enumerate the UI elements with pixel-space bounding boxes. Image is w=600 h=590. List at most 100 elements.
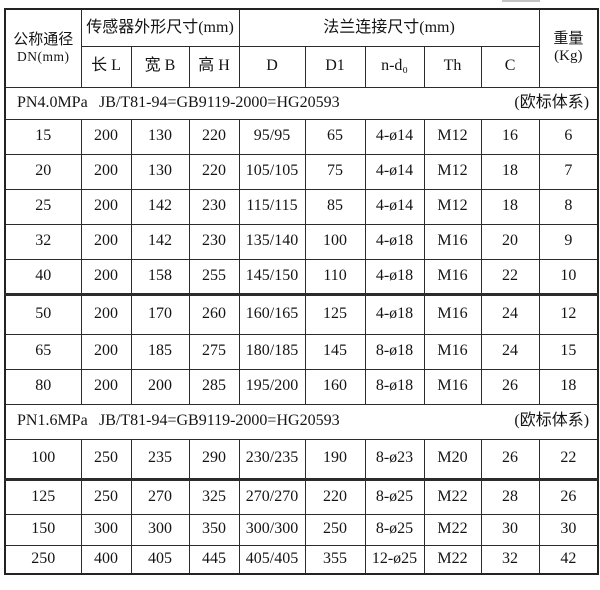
cell-dn: 100	[4, 438, 82, 481]
cell-nd0: 4-ø14	[364, 118, 425, 155]
cell-width: 130	[130, 118, 190, 155]
cell-dn: 65	[4, 333, 82, 370]
cell-width: 405	[130, 544, 190, 575]
cell-weight: 8	[538, 188, 599, 225]
header-nd0: n-d₀	[364, 45, 425, 88]
cell-c: 20	[480, 223, 540, 260]
header-row-groups: 公称通径 DN(mm) 传感器外形尺寸(mm) 法兰连接尺寸(mm) 重量 (K…	[4, 8, 599, 88]
header-flange-dimensions-group: 法兰连接尺寸(mm)	[238, 8, 540, 47]
cell-d: 270/270	[238, 478, 306, 515]
section-note: (欧标体系)	[514, 93, 590, 111]
cell-th: M12	[423, 153, 482, 190]
cell-nd0: 8-ø25	[364, 478, 425, 515]
cell-c: 22	[480, 258, 540, 296]
section-pressure-label: PN4.0MPa	[17, 93, 88, 111]
cell-dn: 150	[4, 513, 82, 546]
cell-d1: 65	[304, 118, 366, 155]
cell-length: 200	[80, 258, 132, 296]
section-row-pn16: PN1.6MPa JB/T81-94=GB9119-2000=HG20593 (…	[3, 403, 600, 440]
header-height: 高 H	[188, 45, 240, 88]
cell-length: 200	[80, 118, 132, 155]
header-weight-label: 重量	[553, 31, 584, 47]
cell-d: 135/140	[238, 223, 306, 260]
cell-height: 290	[188, 438, 240, 481]
table-row: 40 200 158 255 145/150 110 4-ø18 M16 22 …	[4, 258, 599, 296]
header-d: D	[238, 45, 306, 88]
cell-weight: 22	[538, 438, 599, 481]
table-row: 250 400 405 445 405/405 355 12-ø25 M22 3…	[4, 544, 599, 575]
cell-width: 270	[130, 478, 190, 515]
cell-length: 250	[80, 478, 132, 515]
table-row: 32 200 142 230 135/140 100 4-ø18 M16 20 …	[4, 223, 599, 260]
cell-dn: 125	[4, 478, 82, 515]
cell-d1: 220	[304, 478, 366, 515]
cell-d1: 145	[304, 333, 366, 370]
section-standard-text: JB/T81-94=GB9119-2000=HG20593	[99, 412, 340, 430]
header-weight-unit: (Kg)	[554, 48, 583, 65]
cell-th: M12	[423, 188, 482, 225]
cell-width: 300	[130, 513, 190, 546]
header-th: Th	[423, 45, 482, 88]
cell-length: 250	[80, 438, 132, 481]
cell-c: 18	[480, 188, 540, 225]
cell-th: M12	[423, 118, 482, 155]
cell-th: M16	[423, 258, 482, 296]
cell-d: 160/165	[238, 293, 306, 335]
cell-dn: 250	[4, 544, 82, 575]
cell-d1: 125	[304, 293, 366, 335]
cell-length: 200	[80, 333, 132, 370]
cell-width: 158	[130, 258, 190, 296]
cell-nd0: 4-ø18	[364, 293, 425, 335]
cell-d1: 110	[304, 258, 366, 296]
cell-height: 220	[188, 118, 240, 155]
cell-width: 185	[130, 333, 190, 370]
scan-artifact	[502, 0, 540, 2]
cell-d: 195/200	[238, 368, 306, 405]
cell-height: 230	[188, 188, 240, 225]
cell-weight: 42	[538, 544, 599, 575]
cell-c: 30	[480, 513, 540, 546]
cell-height: 220	[188, 153, 240, 190]
cell-d: 95/95	[238, 118, 306, 155]
cell-weight: 26	[538, 478, 599, 515]
table-row: 25 200 142 230 115/115 85 4-ø14 M12 18 8	[4, 188, 599, 225]
cell-weight: 6	[538, 118, 599, 155]
cell-height: 325	[188, 478, 240, 515]
cell-height: 285	[188, 368, 240, 405]
cell-height: 275	[188, 333, 240, 370]
cell-th: M22	[423, 513, 482, 546]
cell-nd0: 12-ø25	[364, 544, 425, 575]
cell-d1: 160	[304, 368, 366, 405]
cell-length: 200	[80, 153, 132, 190]
cell-dn: 25	[4, 188, 82, 225]
header-c: C	[480, 45, 540, 88]
cell-dn: 32	[4, 223, 82, 260]
cell-d1: 190	[304, 438, 366, 481]
cell-c: 18	[480, 153, 540, 190]
header-dn-unit: DN(mm)	[17, 49, 70, 65]
cell-weight: 7	[538, 153, 599, 190]
cell-c: 24	[480, 293, 540, 335]
cell-th: M16	[423, 223, 482, 260]
cell-th: M20	[423, 438, 482, 481]
cell-d1: 100	[304, 223, 366, 260]
header-dn-label: 公称通径	[13, 31, 74, 48]
cell-c: 32	[480, 544, 540, 575]
cell-dn: 40	[4, 258, 82, 296]
cell-th: M16	[423, 333, 482, 370]
table-row: 65 200 185 275 180/185 145 8-ø18 M16 24 …	[4, 333, 599, 370]
cell-length: 200	[80, 188, 132, 225]
cell-d1: 250	[304, 513, 366, 546]
table-row: 150 300 300 350 300/300 250 8-ø25 M22 30…	[4, 513, 599, 546]
header-weight: 重量 (Kg)	[538, 8, 599, 88]
cell-dn: 15	[4, 118, 82, 155]
cell-dn: 20	[4, 153, 82, 190]
section-row-pn40: PN4.0MPa JB/T81-94=GB9119-2000=HG20593 (…	[3, 86, 600, 120]
cell-nd0: 4-ø18	[364, 223, 425, 260]
cell-width: 142	[130, 188, 190, 225]
cell-length: 200	[80, 293, 132, 335]
cell-height: 260	[188, 293, 240, 335]
section-note: (欧标体系)	[514, 412, 590, 430]
cell-height: 230	[188, 223, 240, 260]
cell-d1: 85	[304, 188, 366, 225]
